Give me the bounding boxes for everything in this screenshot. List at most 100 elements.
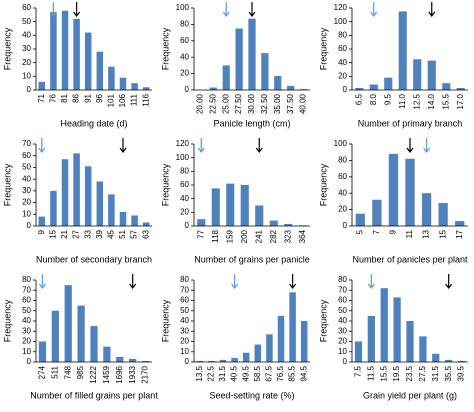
y-axis-label: Frequency: [2, 27, 12, 70]
y-tick-label: 10: [180, 347, 189, 356]
x-tick-label: 58.5: [253, 365, 262, 381]
y-tick-label: 40: [22, 174, 31, 183]
bar: [73, 153, 80, 226]
bar: [287, 85, 295, 90]
x-tick-label: 274: [38, 365, 47, 379]
x-tick-label: 94.5: [299, 365, 308, 381]
x-tick-label: 15: [49, 229, 58, 238]
y-tick-label: 10: [338, 347, 347, 356]
arrow: [222, 2, 230, 17]
y-tick-label: 20: [338, 337, 347, 346]
arrow: [248, 2, 256, 17]
bar: [269, 220, 278, 226]
x-tick-label: 8.0: [369, 93, 378, 105]
y-tick-label: 80: [338, 275, 347, 284]
bar: [261, 53, 269, 90]
x-tick-label: 21: [60, 229, 69, 238]
y-tick-label: 80: [22, 275, 31, 284]
arrow: [38, 274, 46, 289]
y-tick-label: 80: [180, 166, 189, 175]
bar: [235, 28, 243, 90]
y-tick-label: 80: [338, 156, 347, 165]
y-axis-label: Frequency: [160, 163, 170, 206]
arrow: [129, 274, 137, 289]
x-tick-label: 7: [372, 229, 381, 234]
arrow: [231, 274, 239, 289]
bar: [432, 353, 440, 362]
y-tick-label: 40: [338, 316, 347, 325]
y-tick-label: 70: [22, 139, 31, 148]
y-tick-label: 50: [22, 306, 31, 315]
bar: [38, 81, 46, 90]
y-tick-label: 10: [22, 209, 31, 218]
bar: [73, 18, 80, 90]
y-tick-label: 0: [343, 85, 348, 94]
x-tick-label: 33: [83, 229, 92, 238]
x-tick-label: 76: [49, 93, 58, 102]
y-tick-label: 60: [22, 296, 31, 305]
x-tick-label: 49.5: [241, 365, 250, 381]
y-tick-label: 20: [22, 58, 31, 67]
x-tick-label: 11: [405, 229, 414, 238]
bar: [455, 221, 465, 226]
x-tick-label: 67.5: [265, 365, 274, 381]
bar: [384, 77, 393, 90]
y-tick-label: 60: [180, 296, 189, 305]
y-tick-label: 100: [334, 139, 348, 148]
y-tick-label: 10: [22, 347, 31, 356]
x-tick-label: 282: [269, 229, 278, 243]
y-axis-label: Frequency: [318, 163, 328, 206]
bar: [457, 360, 466, 362]
x-tick-label: 200: [240, 229, 249, 243]
x-tick-label: 81: [60, 93, 69, 102]
y-tick-label: 10: [22, 71, 31, 80]
arrow: [119, 138, 127, 153]
bar: [51, 310, 59, 362]
x-tick-label: 2170: [141, 365, 150, 383]
y-tick-label: 40: [338, 58, 347, 67]
x-tick-label: 35.5: [444, 365, 453, 381]
x-tick-label: 11.0: [398, 93, 407, 109]
y-axis-label: Frequency: [318, 27, 328, 70]
bar: [64, 285, 72, 362]
y-tick-label: 100: [176, 3, 190, 12]
x-axis-label: Panicle length (cm): [213, 118, 290, 128]
x-tick-label: 1696: [115, 365, 124, 383]
y-tick-label: 60: [180, 36, 189, 45]
bar: [129, 358, 137, 362]
bar: [96, 51, 104, 90]
x-tick-label: 27.50: [234, 93, 243, 114]
x-tick-label: 27.5: [418, 365, 427, 381]
y-tick-label: 60: [180, 180, 189, 189]
y-tick-label: 80: [338, 30, 347, 39]
bar: [61, 159, 69, 226]
x-tick-label: 15.5: [441, 93, 450, 109]
x-axis-label: Heading date (d): [60, 118, 127, 128]
bar: [108, 66, 115, 90]
y-tick-label: 60: [338, 44, 347, 53]
arrow: [406, 138, 414, 153]
arrow: [255, 138, 263, 153]
y-tick-label: 60: [22, 151, 31, 160]
y-tick-label: 20: [338, 71, 347, 80]
x-tick-label: 9.5: [383, 93, 392, 105]
bar: [354, 341, 363, 362]
y-tick-label: 70: [180, 285, 189, 294]
y-tick-label: 70: [338, 285, 347, 294]
bar: [84, 32, 92, 90]
bar: [131, 83, 138, 90]
x-tick-label: 63: [141, 229, 150, 238]
bar: [405, 158, 415, 226]
y-axis-label: Frequency: [2, 299, 12, 342]
x-tick-label: 364: [298, 229, 307, 243]
y-tick-label: 50: [180, 306, 189, 315]
x-tick-label: 23.5: [405, 365, 414, 381]
y-tick-label: 60: [22, 3, 31, 12]
bar: [369, 84, 378, 90]
bar: [421, 193, 432, 226]
x-tick-label: 77: [196, 229, 205, 238]
arrow: [445, 274, 453, 289]
x-tick-label: 85.5: [288, 365, 297, 381]
x-tick-label: 118: [211, 229, 220, 242]
bar: [442, 83, 451, 90]
